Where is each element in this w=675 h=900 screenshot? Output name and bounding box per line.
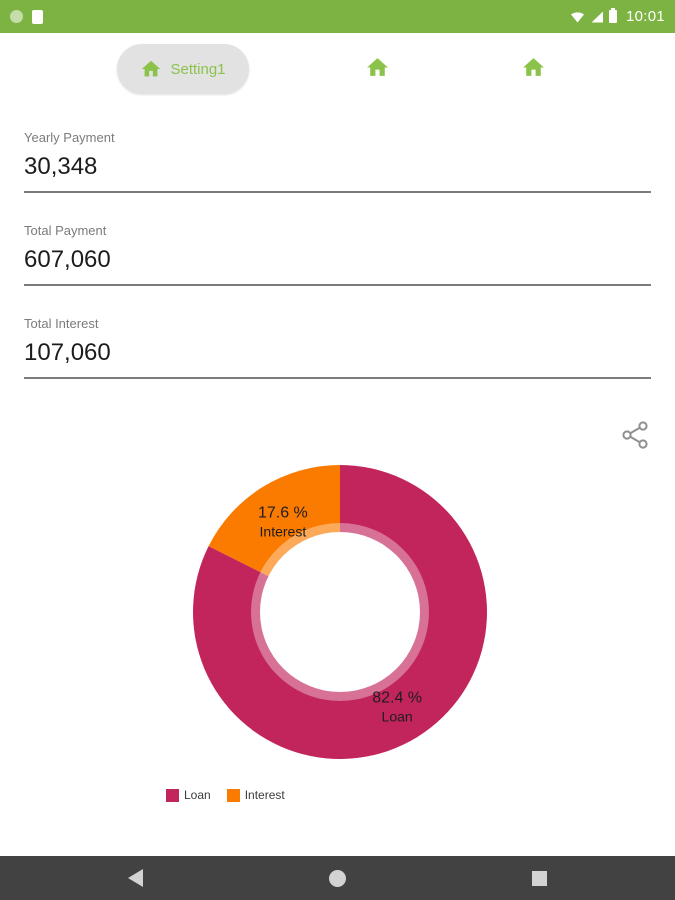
android-nav-bar — [0, 856, 675, 900]
chart-legend: Loan Interest — [166, 788, 285, 802]
donut-chart: 82.4 % Loan 17.6 % Interest — [192, 465, 487, 759]
legend-label-interest: Interest — [244, 788, 285, 802]
legend-item-loan: Loan — [166, 788, 211, 802]
form-fields: Yearly Payment 30,348 Total Payment 607,… — [24, 130, 651, 409]
home-icon — [142, 60, 161, 77]
back-icon[interactable] — [128, 869, 143, 887]
home-nav-icon[interactable] — [329, 869, 346, 887]
share-button[interactable] — [618, 418, 652, 455]
home-icon — [367, 58, 388, 76]
donut-hole — [260, 532, 420, 692]
field-yearly-payment: Yearly Payment 30,348 — [24, 130, 651, 193]
legend-swatch-loan — [166, 788, 179, 802]
tab-setting1-label: Setting1 — [170, 60, 226, 78]
status-bar: 10:01 — [0, 0, 675, 33]
total-payment-input[interactable]: 607,060 — [24, 242, 651, 286]
notification-app-icon — [32, 9, 43, 24]
yearly-payment-input[interactable]: 30,348 — [24, 149, 651, 193]
legend-swatch-interest — [226, 788, 240, 802]
slice-label-loan: 82.4 % Loan — [372, 690, 422, 725]
home-icon — [523, 58, 544, 76]
field-total-payment: Total Payment 607,060 — [24, 223, 651, 286]
signal-icon — [591, 11, 603, 22]
field-total-interest: Total Interest 107,060 — [24, 316, 651, 379]
field-label: Yearly Payment — [24, 130, 115, 145]
status-bar-right: 10:01 — [570, 8, 665, 25]
field-label: Total Interest — [24, 316, 99, 331]
recents-icon[interactable] — [532, 870, 547, 886]
battery-icon — [608, 8, 617, 23]
legend-label-loan: Loan — [184, 788, 211, 802]
tab-setting1[interactable]: Setting1 — [117, 44, 249, 94]
tab-home-3[interactable] — [521, 55, 546, 80]
wifi-icon — [570, 11, 584, 22]
total-interest-input[interactable]: 107,060 — [24, 335, 651, 379]
share-icon — [622, 421, 648, 449]
slice-label-interest: 17.6 % Interest — [258, 504, 308, 539]
status-time: 10:01 — [625, 8, 665, 25]
tab-home-2[interactable] — [365, 55, 390, 80]
notification-circle-icon — [10, 10, 23, 23]
field-label: Total Payment — [24, 223, 107, 238]
legend-item-interest: Interest — [226, 788, 285, 802]
tab-bar: Setting1 — [0, 33, 675, 103]
